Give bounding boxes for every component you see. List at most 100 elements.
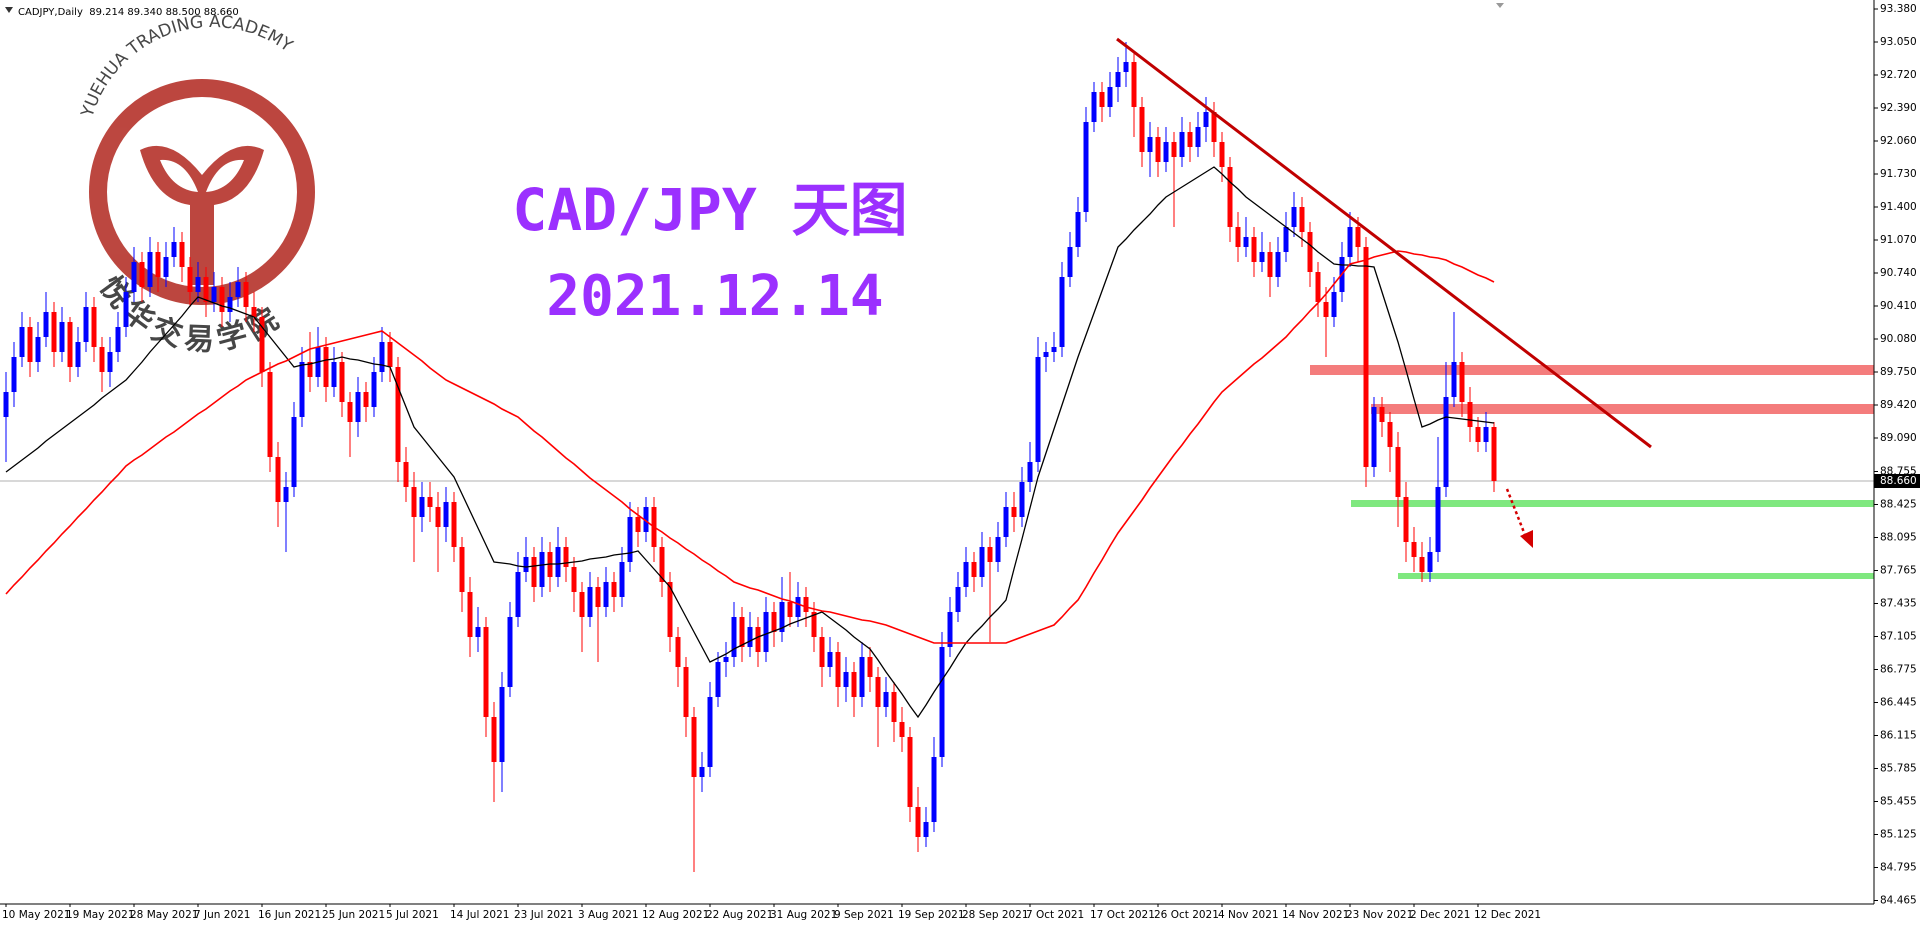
candle-body bbox=[611, 582, 617, 597]
candle-body bbox=[1107, 87, 1113, 107]
chart-subtitle: 2021.12.14 bbox=[546, 264, 883, 329]
plot-area bbox=[0, 37, 1874, 872]
candle-body bbox=[1067, 247, 1073, 277]
candle-body bbox=[515, 572, 521, 617]
candle-body bbox=[387, 342, 393, 367]
candle-body bbox=[371, 372, 377, 407]
candle-body bbox=[355, 392, 361, 422]
candle-body bbox=[3, 392, 9, 417]
x-tick-label: 12 Aug 2021 bbox=[642, 909, 709, 921]
candle-body bbox=[931, 757, 937, 822]
candle-body bbox=[19, 327, 25, 357]
candle-body bbox=[635, 517, 641, 532]
candle-body bbox=[715, 662, 721, 697]
candle-body bbox=[955, 587, 961, 612]
candle-body bbox=[667, 582, 673, 637]
candle-body bbox=[1075, 212, 1081, 247]
candle-body bbox=[1315, 272, 1321, 302]
logo-ring bbox=[89, 79, 315, 305]
candle-body bbox=[763, 612, 769, 652]
candle-body bbox=[331, 362, 337, 387]
candle-body bbox=[251, 307, 257, 317]
candle-body bbox=[67, 322, 73, 367]
scroll-marker bbox=[1496, 3, 1504, 8]
arrow-shaft bbox=[1505, 488, 1527, 536]
candle-body bbox=[187, 267, 193, 292]
x-tick-label: 23 Jul 2021 bbox=[514, 909, 573, 921]
candle-body bbox=[403, 462, 409, 487]
candle-body bbox=[1099, 92, 1105, 107]
current-price-tag bbox=[1874, 474, 1920, 488]
candle-body bbox=[507, 617, 513, 687]
candle-body bbox=[779, 602, 785, 632]
candle-body bbox=[115, 327, 121, 352]
candle-body bbox=[1171, 142, 1177, 157]
candle-body bbox=[1139, 107, 1145, 152]
candle-body bbox=[835, 652, 841, 687]
logo-mark bbox=[140, 145, 264, 285]
candle-body bbox=[1355, 227, 1361, 247]
x-tick-label: 22 Aug 2021 bbox=[706, 909, 773, 921]
x-tick-label: 28 Sep 2021 bbox=[962, 909, 1029, 921]
candle-body bbox=[147, 252, 153, 287]
candle-body bbox=[699, 767, 705, 777]
candle-body bbox=[307, 362, 313, 377]
y-tick-label: 85.125 bbox=[1880, 829, 1917, 841]
candle-body bbox=[499, 687, 505, 762]
candle-body bbox=[979, 547, 985, 577]
current-price-label: 88.660 bbox=[1880, 475, 1917, 487]
moving-average bbox=[5, 166, 1495, 719]
candle-body bbox=[747, 627, 753, 647]
candle-body bbox=[139, 262, 145, 287]
candle-body bbox=[1243, 237, 1249, 247]
candle-body bbox=[195, 277, 201, 292]
candle-body bbox=[851, 672, 857, 697]
candle-body bbox=[35, 337, 41, 362]
y-tick-label: 88.425 bbox=[1880, 499, 1917, 511]
candle-body bbox=[1091, 92, 1097, 122]
candle-body bbox=[299, 362, 305, 417]
candle-body bbox=[1347, 227, 1353, 257]
candle-body bbox=[43, 312, 49, 337]
candle-body bbox=[939, 647, 945, 757]
candle-body bbox=[1003, 507, 1009, 537]
y-tick-label: 91.400 bbox=[1880, 201, 1917, 213]
candle-body bbox=[1483, 427, 1489, 442]
candle-body bbox=[883, 692, 889, 707]
candle-body bbox=[1307, 232, 1313, 272]
candle-body bbox=[107, 352, 113, 372]
candle-body bbox=[987, 547, 993, 562]
candle-body bbox=[1083, 122, 1089, 212]
candle-body bbox=[1419, 557, 1425, 572]
candle-body bbox=[1403, 497, 1409, 542]
candle-body bbox=[1283, 227, 1289, 252]
candle-body bbox=[531, 557, 537, 587]
candle-body bbox=[1163, 142, 1169, 162]
candle-body bbox=[707, 697, 713, 767]
candle-body bbox=[227, 297, 233, 312]
candle-body bbox=[1187, 132, 1193, 147]
y-tick-label: 90.410 bbox=[1880, 300, 1917, 312]
x-tick-label: 28 May 2021 bbox=[130, 909, 198, 921]
logo-mark-inner bbox=[160, 159, 244, 192]
candle-body bbox=[859, 657, 865, 697]
candle-body bbox=[1251, 237, 1257, 262]
y-tick-label: 86.445 bbox=[1880, 697, 1917, 709]
candle-body bbox=[163, 257, 169, 277]
candle-body bbox=[1035, 357, 1041, 462]
x-tick-label: 10 May 2021 bbox=[2, 909, 70, 921]
candle-body bbox=[155, 252, 161, 277]
x-tick-label: 19 May 2021 bbox=[66, 909, 134, 921]
candle-body bbox=[1267, 252, 1273, 277]
arrow-head bbox=[1520, 530, 1533, 548]
candle-body bbox=[443, 502, 449, 527]
y-tick-label: 87.765 bbox=[1880, 565, 1917, 577]
candle-body bbox=[1195, 127, 1201, 147]
candle-body bbox=[739, 617, 745, 647]
candle-body bbox=[675, 637, 681, 667]
candle-body bbox=[99, 347, 105, 372]
y-tick-label: 87.105 bbox=[1880, 631, 1917, 643]
x-tick-label: 26 Oct 2021 bbox=[1154, 909, 1219, 921]
